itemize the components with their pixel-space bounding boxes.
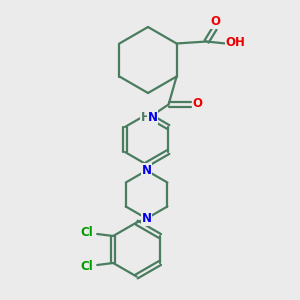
Text: H: H <box>141 111 151 124</box>
Text: Cl: Cl <box>81 260 94 272</box>
Text: O: O <box>193 97 202 110</box>
Text: N: N <box>148 111 158 124</box>
Text: O: O <box>211 15 220 28</box>
Text: OH: OH <box>226 36 245 49</box>
Text: Cl: Cl <box>81 226 94 239</box>
Text: N: N <box>142 164 152 177</box>
Text: N: N <box>142 212 152 225</box>
